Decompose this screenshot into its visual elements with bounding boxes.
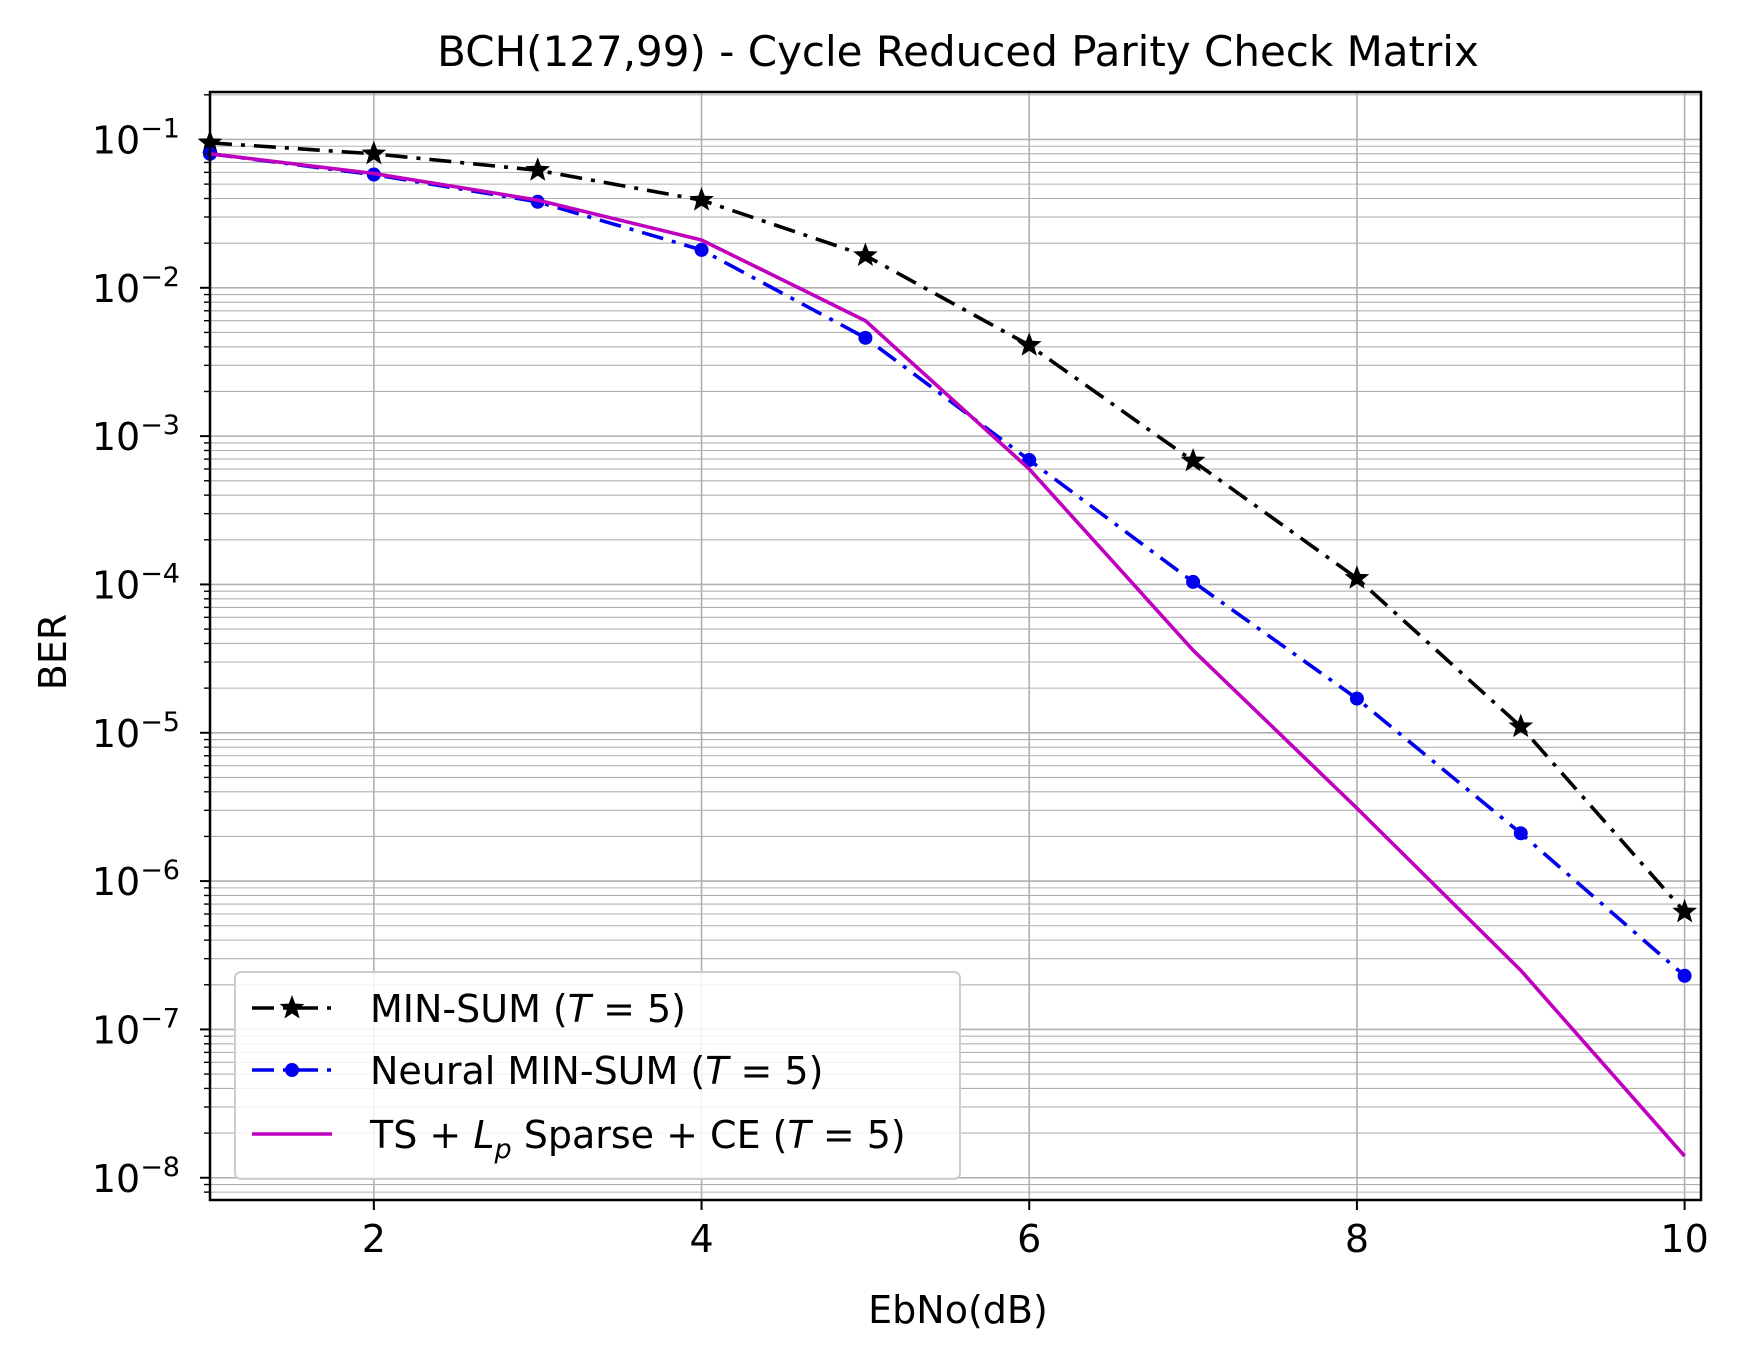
series-2 xyxy=(203,146,1692,983)
x-tick-label: 2 xyxy=(362,1217,386,1261)
x-tick-label: 8 xyxy=(1345,1217,1369,1261)
series-line xyxy=(209,141,1686,914)
series-3 xyxy=(209,152,1686,1158)
y-tick-label: 10−2 xyxy=(92,262,180,311)
x-axis-label: EbNo(dB) xyxy=(868,1288,1048,1332)
data-point-star xyxy=(361,140,387,165)
x-tick-label: 4 xyxy=(689,1217,713,1261)
data-point-dot xyxy=(1349,691,1364,706)
data-point-dot xyxy=(1186,574,1201,589)
chart-title: BCH(127,99) - Cycle Reduced Parity Check… xyxy=(437,27,1479,76)
data-point-star xyxy=(1016,332,1042,356)
legend-label: TS + Lp Sparse + CE (T = 5) xyxy=(369,1113,906,1165)
plot-frame xyxy=(208,90,1703,1202)
legend-box xyxy=(234,971,961,1180)
data-point-dot xyxy=(1677,968,1692,983)
data-point-star xyxy=(853,242,878,266)
legend-label: Neural MIN-SUM (T = 5) xyxy=(370,1049,823,1093)
axis-ticks: 2 4 6 8 10 10−1 10−2 10−3 10−4 10−5 10−6 10−7 10−8 xyxy=(92,94,1709,1261)
y-tick-label: 10−8 xyxy=(92,1152,180,1201)
x-tick-label: 6 xyxy=(1017,1217,1041,1261)
data-series xyxy=(197,129,1697,1158)
legend-swatch-dot xyxy=(285,1063,299,1077)
data-point-dot xyxy=(694,242,709,257)
x-tick-label: 10 xyxy=(1660,1217,1708,1261)
data-point-star xyxy=(1180,448,1206,472)
y-tick-label: 10−5 xyxy=(92,707,180,756)
y-tick-label: 10−4 xyxy=(92,558,180,607)
data-point-dot xyxy=(858,330,873,345)
data-point-star xyxy=(525,157,551,181)
data-point-star xyxy=(1672,898,1697,923)
y-axis-label: BER xyxy=(31,614,75,690)
legend-swatch-star xyxy=(279,995,305,1019)
series-1 xyxy=(197,129,1697,923)
legend-label: MIN-SUM (T = 5) xyxy=(370,987,686,1031)
data-point-star xyxy=(1508,713,1534,738)
legend: MIN-SUM (T = 5) Neural MIN-SUM (T = 5) TS … xyxy=(234,971,961,1180)
data-point-star xyxy=(689,187,714,211)
y-tick-label: 10−1 xyxy=(92,113,180,162)
data-point-dot xyxy=(1513,826,1528,841)
y-tick-label: 10−7 xyxy=(92,1003,180,1052)
y-tick-label: 10−6 xyxy=(92,855,180,904)
y-tick-label: 10−3 xyxy=(92,410,180,459)
data-point-star xyxy=(1344,565,1370,589)
series-line xyxy=(209,152,1686,1158)
